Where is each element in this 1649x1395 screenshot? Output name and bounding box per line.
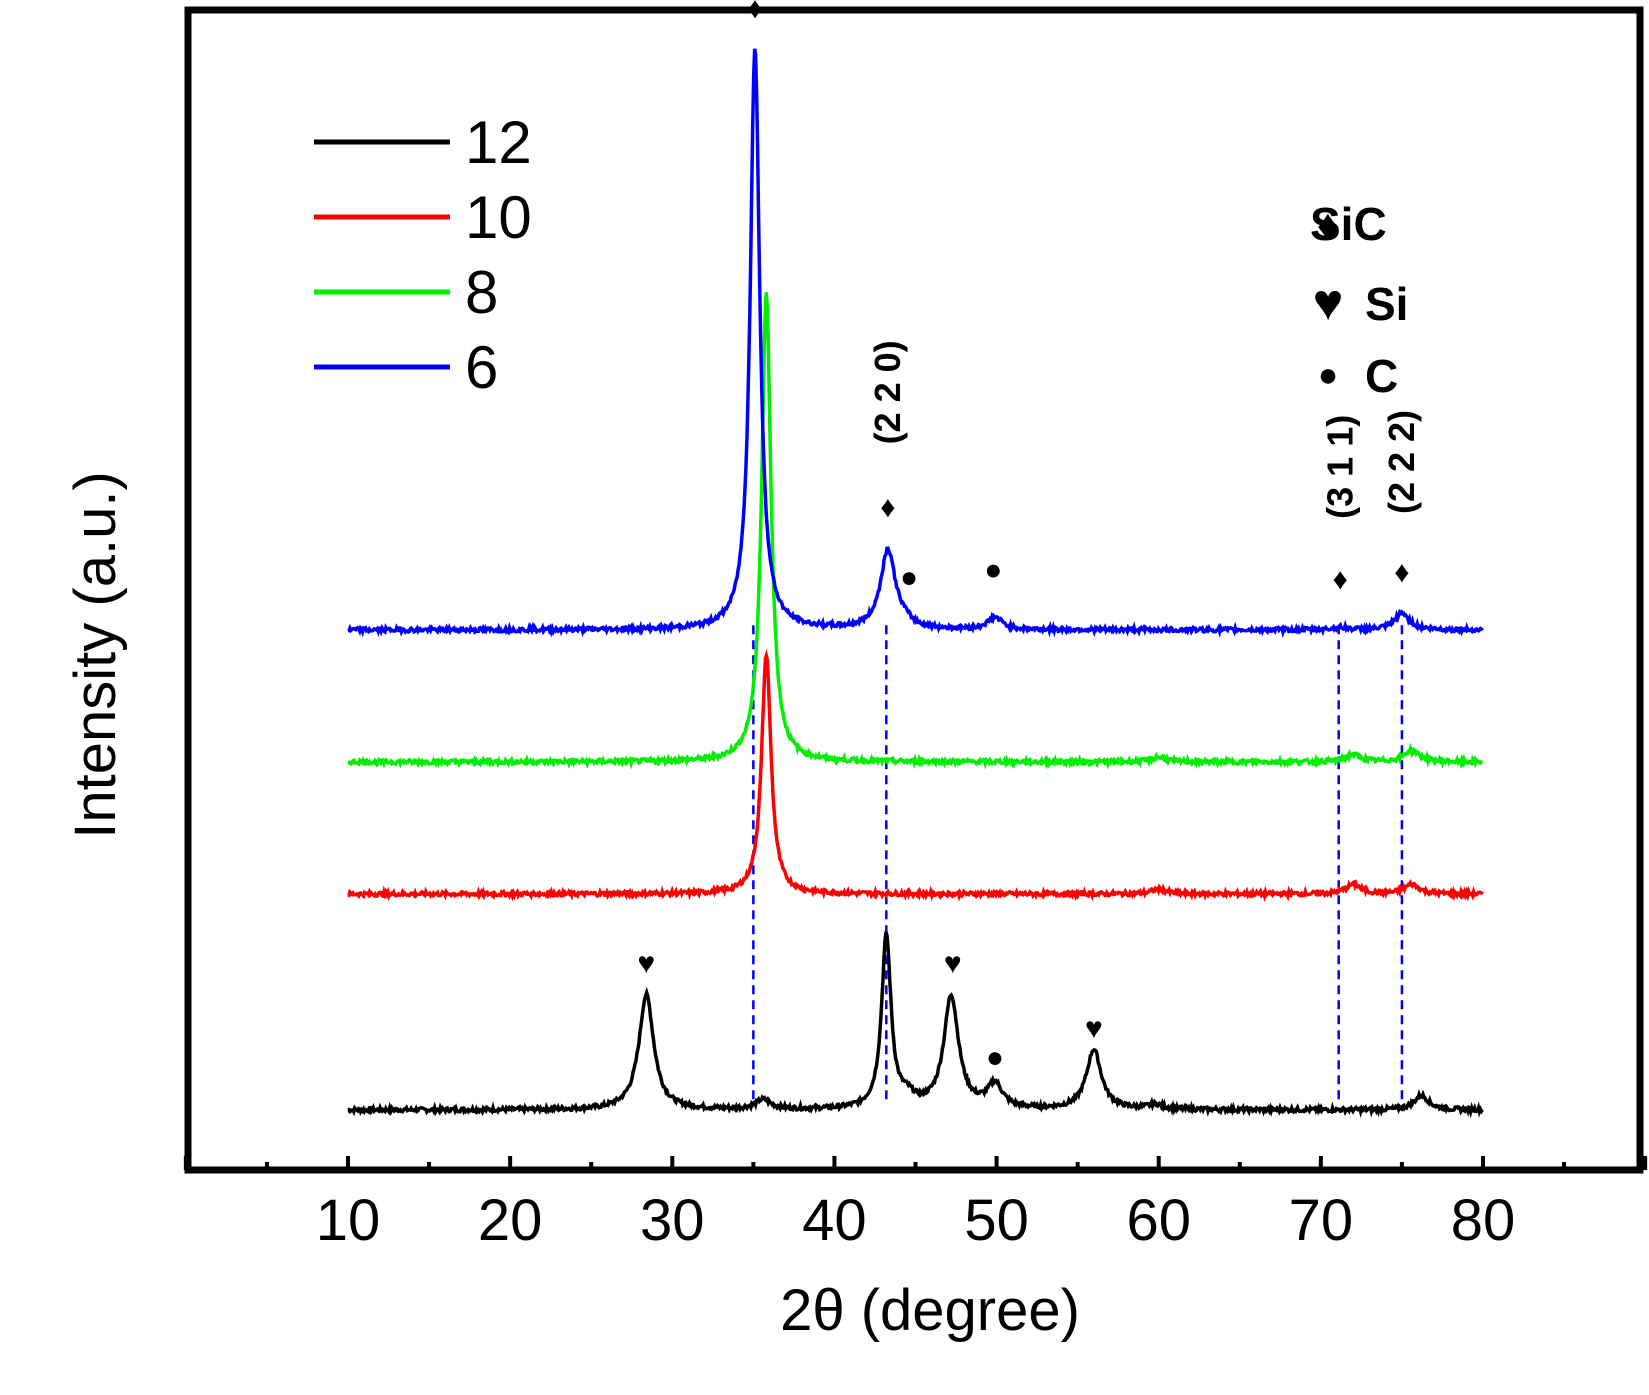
phase-legend-symbol: ♥ bbox=[1313, 274, 1344, 332]
phase-marker: ● bbox=[986, 1041, 1004, 1074]
phase-marker: ♦ bbox=[1394, 556, 1409, 589]
x-tick-labels: 10 20 30 40 50 60 70 80 bbox=[316, 1188, 1516, 1253]
annotations: (1 1 1)(2 2 0)(3 1 1)(2 2 2)♦♦●●♦♦♥♥●♥ bbox=[637, 0, 1421, 1074]
reference-lines bbox=[752, 625, 1404, 1106]
series-line-10 bbox=[347, 648, 1484, 903]
x-tick-label: 50 bbox=[964, 1188, 1029, 1253]
phase-marker: ♥ bbox=[1085, 1012, 1103, 1045]
x-tick-label: 20 bbox=[478, 1188, 543, 1253]
hkl-label: (3 1 1) bbox=[1319, 415, 1360, 519]
phase-marker: ● bbox=[984, 554, 1002, 587]
legend-label-6: 6 bbox=[465, 334, 498, 401]
phase-legend-label: SiC bbox=[1310, 198, 1387, 250]
legend: 12 10 8 6 bbox=[314, 109, 532, 401]
phase-legend-label: Si bbox=[1365, 278, 1408, 330]
phase-marker: ♦ bbox=[1333, 563, 1348, 596]
x-tick-label: 30 bbox=[640, 1188, 705, 1253]
x-tick-label: 10 bbox=[316, 1188, 381, 1253]
phase-legend-symbol: ● bbox=[1318, 356, 1339, 394]
hkl-label: (2 2 2) bbox=[1381, 410, 1422, 514]
x-tick-label: 70 bbox=[1289, 1188, 1354, 1253]
x-tick-label: 40 bbox=[802, 1188, 867, 1253]
legend-label-10: 10 bbox=[465, 184, 532, 251]
x-ticks bbox=[183, 1156, 1648, 1170]
hkl-label: (2 2 0) bbox=[867, 340, 908, 444]
legend-label-12: 12 bbox=[465, 109, 532, 176]
x-axis-title: 2θ (degree) bbox=[780, 1278, 1080, 1343]
series-line-12 bbox=[347, 931, 1484, 1119]
legend-label-8: 8 bbox=[465, 259, 498, 326]
phase-legend: ♦SiC ♥ Si ● C bbox=[1310, 198, 1408, 402]
phase-legend-label: C bbox=[1365, 350, 1398, 402]
series-line-8 bbox=[347, 292, 1483, 770]
series-line-6 bbox=[347, 48, 1484, 639]
phase-marker: ♦ bbox=[747, 0, 762, 25]
y-axis-title: Intensity (a.u.) bbox=[63, 471, 128, 838]
x-tick-label: 60 bbox=[1126, 1188, 1191, 1253]
phase-legend-symbol: ♦ bbox=[1317, 201, 1339, 250]
phase-marker: ● bbox=[900, 561, 918, 594]
x-tick-label: 80 bbox=[1451, 1188, 1516, 1253]
phase-marker: ♦ bbox=[880, 491, 895, 524]
series-layer bbox=[347, 48, 1484, 1119]
phase-marker: ♥ bbox=[944, 947, 962, 980]
phase-marker: ♥ bbox=[637, 947, 655, 980]
